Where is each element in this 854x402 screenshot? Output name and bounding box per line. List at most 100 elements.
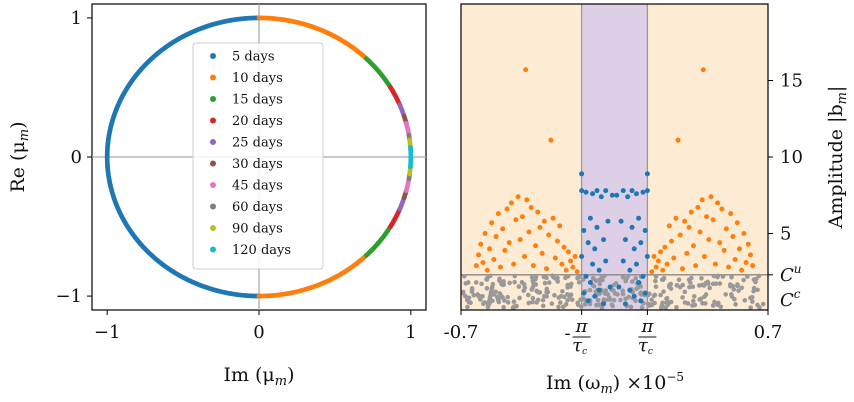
center-band [581, 4, 648, 310]
right-point-grey [556, 304, 561, 310]
right-point-blue [596, 267, 602, 273]
left-point-series-2 [363, 56, 369, 62]
right-point-orange [548, 137, 554, 143]
left-y-tick-label: 1 [71, 8, 82, 29]
right-point-grey [636, 284, 641, 290]
right-point-orange [695, 204, 701, 210]
right-point-grey [587, 287, 593, 293]
right-point-blue [625, 194, 631, 200]
right-point-grey [500, 282, 506, 288]
right-point-orange [530, 263, 536, 269]
left-x-tick-label: 1 [405, 322, 416, 343]
right-point-grey [674, 304, 679, 310]
right-y-tick-label: 15 [780, 71, 803, 92]
right-point-blue [587, 279, 593, 285]
right-point-grey [611, 297, 617, 303]
right-point-orange [552, 255, 558, 261]
right-point-blue [590, 261, 596, 267]
right-point-orange [653, 264, 659, 270]
legend-label: 15 days [232, 93, 283, 108]
right-point-orange [699, 197, 705, 203]
right-point-blue [579, 171, 585, 177]
right-point-grey [713, 281, 719, 287]
right-point-orange [554, 238, 560, 244]
right-point-blue [638, 240, 644, 246]
right-point-grey [696, 283, 702, 288]
right-point-orange [732, 257, 738, 263]
right-point-grey [516, 284, 522, 289]
right-point-orange [734, 220, 740, 226]
right-point-grey [580, 277, 586, 282]
right-point-blue [614, 192, 620, 198]
left-x-tick-label: −1 [94, 322, 121, 343]
right-point-orange [504, 206, 510, 212]
right-point-grey [649, 297, 654, 303]
right-point-grey [760, 301, 766, 307]
right-point-orange [677, 232, 683, 238]
right-y-tick-label: 5 [780, 224, 791, 245]
right-point-grey [628, 304, 634, 310]
right-point-grey [620, 275, 626, 280]
right-point-orange [726, 264, 732, 270]
right-point-orange [741, 231, 747, 236]
right-point-grey [625, 273, 631, 279]
right-point-orange [662, 244, 668, 250]
right-point-orange [572, 253, 578, 259]
right-point-grey [682, 300, 688, 305]
right-point-blue [594, 224, 600, 230]
right-point-grey [582, 301, 588, 307]
right-point-orange [655, 258, 661, 264]
right-point-orange [706, 237, 712, 243]
right-point-orange [739, 267, 745, 273]
right-point-grey [690, 298, 696, 304]
right-point-blue [607, 284, 613, 290]
legend-box [192, 42, 324, 270]
right-point-orange [565, 249, 571, 255]
right-point-grey [522, 285, 528, 291]
right-point-orange [484, 267, 490, 273]
right-point-grey [473, 280, 479, 285]
right-point-grey [741, 277, 746, 283]
right-point-grey [575, 275, 580, 281]
legend-marker [210, 117, 216, 124]
right-point-grey [630, 279, 635, 284]
right-point-blue [590, 191, 596, 197]
right-point-grey [466, 299, 471, 305]
right-x-tick-label: 0.7 [754, 322, 783, 343]
right-point-orange [533, 243, 539, 249]
right-point-grey [599, 305, 605, 310]
right-point-grey [511, 299, 517, 305]
right-point-grey [647, 291, 652, 297]
right-point-grey [540, 297, 546, 303]
right-point-grey [512, 273, 518, 279]
right-point-grey [479, 281, 484, 287]
right-point-blue [601, 237, 607, 243]
right-point-blue [620, 188, 626, 194]
right-point-grey [507, 280, 512, 286]
right-point-grey [674, 283, 680, 288]
right-point-grey [485, 300, 491, 306]
right-point-grey [501, 305, 506, 310]
right-point-orange [559, 261, 565, 267]
right-point-blue [620, 258, 626, 264]
right-point-grey [711, 273, 717, 279]
right-point-grey [710, 303, 716, 308]
right-point-grey [484, 286, 490, 291]
right-threshold-label: Cu [780, 262, 802, 286]
right-point-grey [529, 275, 535, 280]
right-point-grey [471, 292, 477, 298]
right-point-orange [524, 197, 530, 203]
right-point-orange [743, 260, 749, 266]
legend-label: 20 days [232, 114, 283, 129]
left-point-series-4 [397, 102, 403, 108]
right-point-blue [596, 287, 602, 293]
right-point-grey [615, 292, 620, 297]
right-point-grey [748, 305, 753, 310]
right-point-orange [669, 238, 675, 244]
right-point-orange [480, 260, 486, 266]
right-point-grey [701, 283, 707, 288]
right-point-grey [594, 302, 600, 308]
right-point-grey [478, 297, 483, 302]
right-point-blue [583, 189, 589, 195]
pi-tick-denominator: τc [638, 335, 653, 357]
